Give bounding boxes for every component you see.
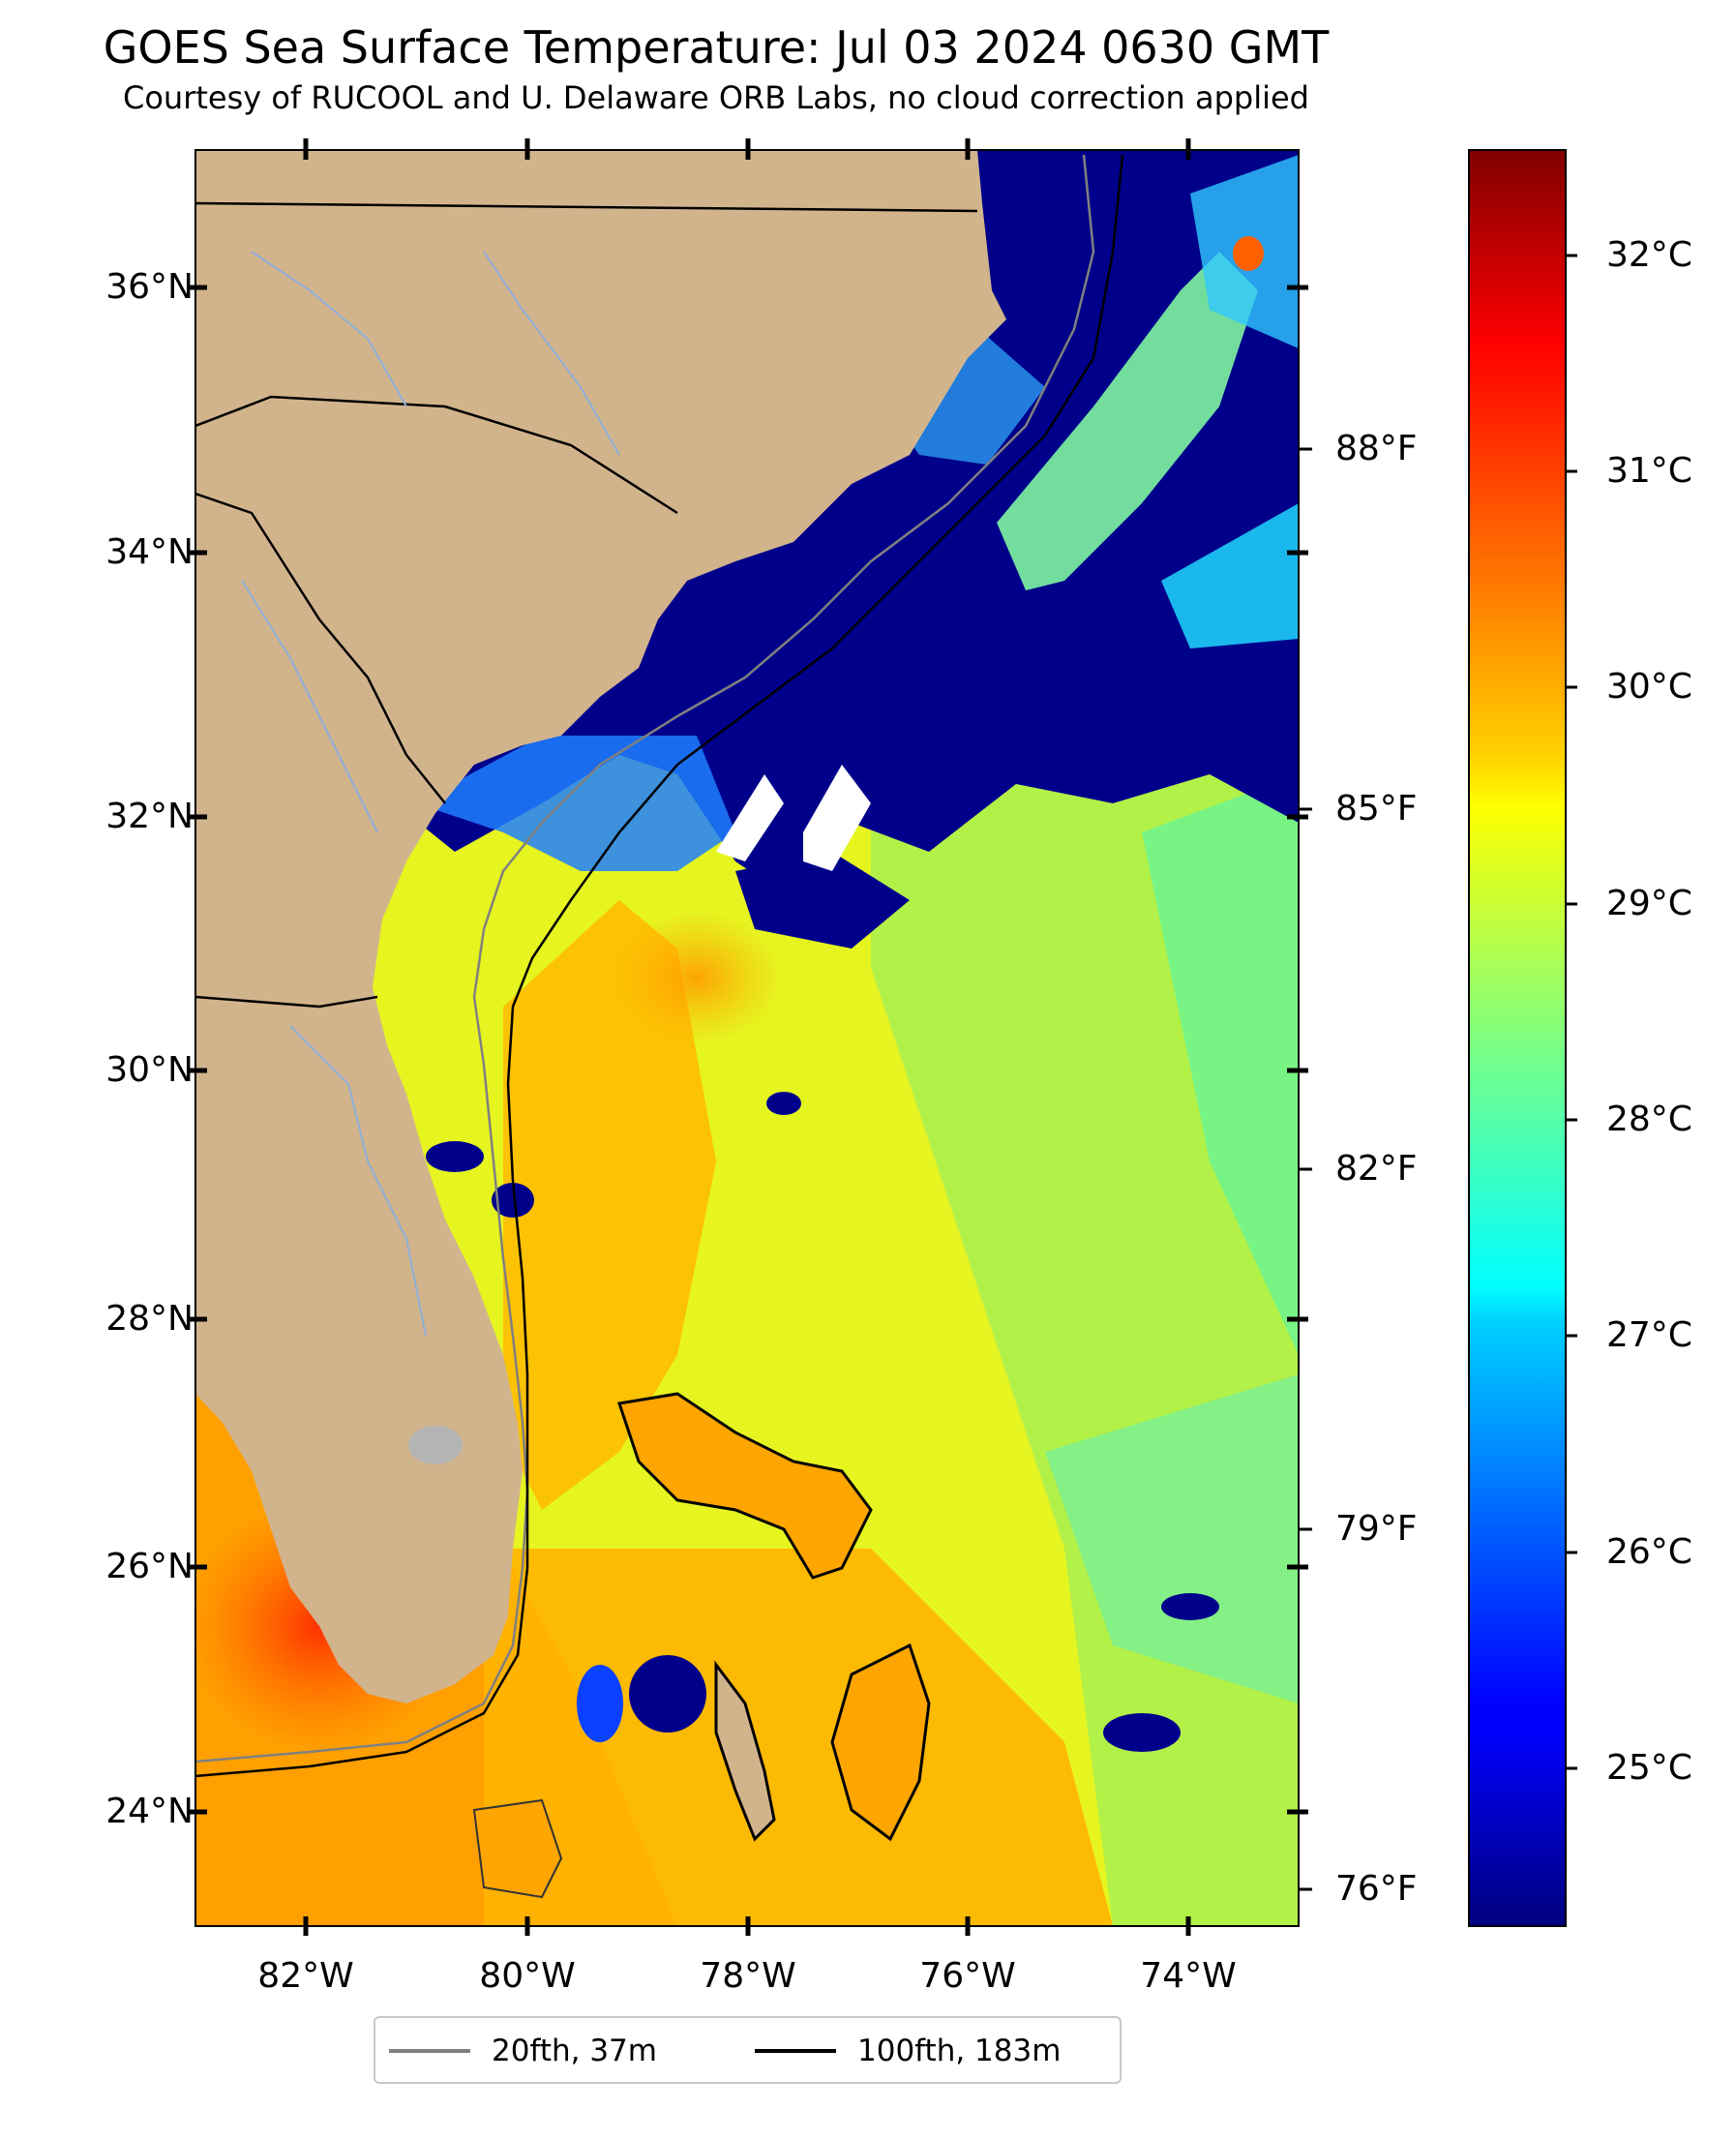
gulf-stream-band [503, 900, 716, 1510]
little-bahama-bank [617, 1392, 873, 1580]
lat-label-32n: 32°N [105, 797, 194, 836]
cyan-plume [997, 252, 1258, 590]
celsius-label-26: 26°C [1606, 1532, 1692, 1572]
celsius-label-27: 27°C [1606, 1315, 1692, 1355]
river [483, 251, 620, 456]
map-area [195, 150, 1299, 1926]
cloud-gap [803, 765, 871, 871]
celsius-label-31: 31°C [1606, 451, 1692, 491]
cold-fleck [1103, 1713, 1181, 1752]
lat-label-26n: 26°N [105, 1547, 194, 1586]
celsius-label-30: 30°C [1606, 667, 1692, 707]
lon-label-82w: 82°W [257, 1956, 354, 1996]
celsius-label-32: 32°C [1606, 235, 1692, 275]
cold-fleck [492, 1183, 534, 1218]
colorbar-ticks [1566, 254, 1577, 1770]
cold-fleck [629, 1655, 706, 1733]
exuma-bank [830, 1643, 931, 1842]
cold-fleck [1161, 1593, 1219, 1620]
legend-label-20fth: 20fth, 37m [492, 2034, 657, 2068]
cloud-lobe [735, 852, 910, 949]
celsius-label-25: 25°C [1606, 1748, 1692, 1788]
lat-major-ticks [188, 285, 1308, 1815]
lon-label-80w: 80°W [479, 1956, 576, 1996]
river [251, 251, 407, 407]
cyan-patch [1161, 503, 1299, 648]
celsius-label-28: 28°C [1606, 1100, 1692, 1139]
lake-okeechobee [408, 1426, 463, 1464]
cold-fleck [577, 1665, 623, 1742]
state-border [195, 395, 678, 515]
bahamas-warm [484, 1549, 1113, 1926]
lat-label-24n: 24°N [105, 1792, 194, 1831]
isobath-100fth [195, 154, 1124, 1778]
state-border [195, 201, 978, 213]
cold-fleck [766, 1092, 801, 1115]
cay-sal-bank [472, 1798, 563, 1899]
land-mainland [195, 150, 1006, 1703]
fahrenheit-ticks [1299, 447, 1312, 1891]
coastal-blue-patch [416, 736, 735, 871]
fahrenheit-label-85: 85°F [1335, 789, 1418, 829]
lon-label-78w: 78°W [700, 1956, 796, 1996]
celsius-label-29: 29°C [1606, 884, 1692, 923]
warm-speck [1233, 236, 1264, 271]
isobath-legend: 20fth, 37m 100fth, 183m [374, 2016, 1122, 2084]
lat-label-30n: 30°N [105, 1050, 194, 1090]
fahrenheit-label-76: 76°F [1335, 1869, 1418, 1909]
warm-eddy [610, 910, 784, 1045]
legend-label-100fth: 100fth, 183m [857, 2034, 1062, 2068]
state-border [195, 995, 378, 1009]
state-border [195, 492, 446, 804]
cold-fleck [426, 1141, 484, 1172]
river [241, 580, 378, 833]
legend-swatch-gray [389, 2049, 470, 2053]
map-title: GOES Sea Surface Temperature: Jul 03 202… [103, 21, 1330, 74]
legend-swatch-black [755, 2049, 836, 2053]
fahrenheit-label-82: 82°F [1335, 1149, 1418, 1189]
lat-label-34n: 34°N [105, 532, 194, 572]
fahrenheit-label-88: 88°F [1335, 429, 1418, 468]
isobath-20fth [195, 154, 1095, 1763]
colorbar [1468, 149, 1567, 1927]
fahrenheit-label-79: 79°F [1335, 1509, 1418, 1549]
ocean-cyan-zone [1142, 774, 1299, 1355]
lon-major-ticks [303, 138, 1191, 1936]
lon-label-74w: 74°W [1140, 1956, 1237, 1996]
lon-label-76w: 76°W [919, 1956, 1016, 1996]
river [289, 1025, 427, 1337]
andros-island [714, 1660, 776, 1842]
lat-label-28n: 28°N [105, 1299, 194, 1339]
lat-label-36n: 36°N [105, 267, 194, 307]
cloud-gap [716, 774, 784, 861]
ocean-cyan-zone-south [1045, 1374, 1299, 1703]
map-subtitle: Courtesy of RUCOOL and U. Delaware ORB L… [123, 79, 1309, 116]
